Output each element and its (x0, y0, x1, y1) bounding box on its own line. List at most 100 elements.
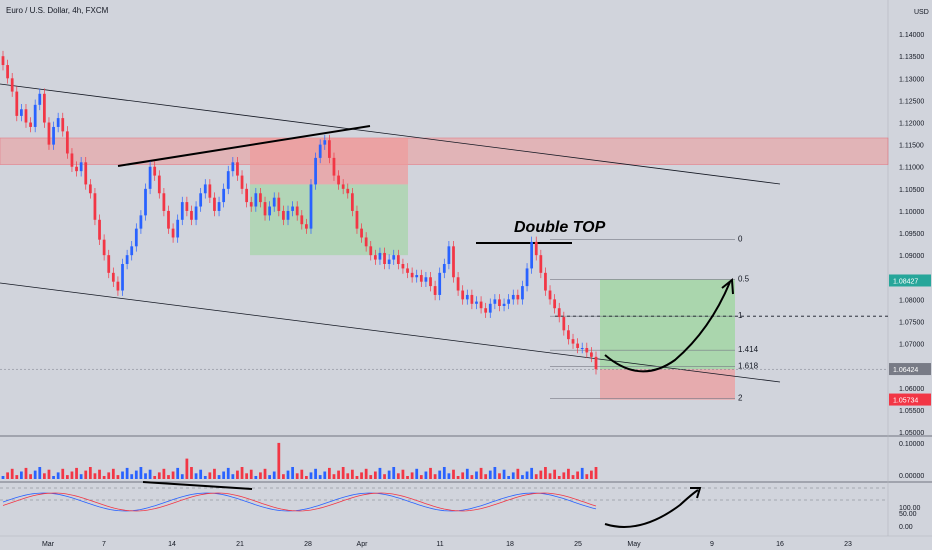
volume-bar (144, 473, 147, 479)
candle (465, 294, 469, 300)
price-badge (889, 393, 931, 406)
volume-tick-label: 0.00000 (899, 473, 924, 480)
candle (263, 202, 267, 216)
candle (419, 275, 423, 282)
candle (498, 299, 501, 306)
volume-bar (176, 467, 180, 479)
volume-bar (148, 469, 152, 479)
candle (213, 197, 216, 211)
price-tick-label: 1.13500 (899, 54, 924, 61)
candle (203, 184, 207, 194)
candle (240, 175, 244, 189)
candle (452, 246, 455, 278)
price-badge (889, 363, 931, 376)
candle (305, 224, 308, 229)
candle (392, 255, 396, 260)
candle (502, 303, 506, 306)
candle (93, 193, 97, 220)
volume-bar (511, 472, 515, 479)
candle (475, 301, 478, 304)
candle (268, 206, 271, 216)
stoch-tick-label: 50.00 (899, 511, 917, 518)
candle (511, 294, 515, 300)
candle (75, 166, 78, 172)
time-tick-label: Apr (357, 541, 369, 548)
candle (65, 131, 69, 154)
candle (323, 140, 327, 145)
volume-bar (447, 473, 451, 479)
volume-bar (571, 475, 575, 479)
candle (291, 206, 294, 211)
candle (130, 246, 134, 256)
price-tick-label: 1.06000 (899, 386, 924, 393)
time-tick-label: 7 (102, 541, 106, 548)
candle (516, 294, 520, 300)
volume-bar (438, 470, 442, 479)
candle (548, 290, 552, 300)
volume-bar (369, 475, 373, 479)
candle (125, 255, 129, 264)
volume-bar (419, 475, 423, 479)
price-tick-label: 1.11500 (899, 143, 924, 150)
volume-bar (38, 467, 42, 479)
fib-label: 2 (738, 393, 743, 402)
candle (484, 308, 488, 313)
candle (52, 126, 55, 145)
candle (438, 272, 442, 295)
position-target-zone (250, 184, 408, 256)
candle (337, 175, 340, 185)
fib-label: 1 (738, 311, 743, 320)
volume-bar (61, 468, 65, 479)
volume-bar (539, 470, 543, 479)
candle (373, 255, 377, 260)
volume-bar (194, 473, 198, 479)
volume-bar (576, 471, 579, 479)
volume-bar (240, 467, 244, 479)
volume-bar (415, 468, 419, 479)
stoch-arrow-head (690, 487, 702, 499)
candle (153, 166, 157, 176)
time-tick-label: 21 (236, 541, 244, 548)
volume-bar (364, 468, 368, 479)
volume-bar (33, 470, 37, 479)
candle (364, 237, 368, 247)
candle (277, 197, 281, 211)
candle (534, 241, 538, 256)
volume-bar (277, 442, 281, 479)
volume-bar (125, 467, 129, 479)
candle (272, 197, 276, 207)
volume-bar (562, 472, 566, 479)
time-tick-label: 14 (168, 541, 176, 548)
volume-bar (328, 467, 331, 479)
channel-upper-line (0, 83, 781, 185)
volume-bar (107, 472, 111, 479)
volume-bar (521, 475, 524, 479)
volume-bar (1, 476, 5, 479)
volume-bar (130, 474, 134, 479)
volume-bar (29, 474, 32, 479)
candle (226, 171, 230, 189)
price-tick-label: 1.12500 (899, 98, 924, 105)
volume-bar (231, 474, 235, 479)
volume-bar (502, 469, 506, 479)
volume-bar (167, 475, 170, 479)
candle (539, 255, 543, 273)
volume-bar (346, 473, 350, 479)
volume-bar (245, 473, 249, 479)
candle (387, 259, 391, 264)
candle (410, 272, 414, 278)
candles-group (1, 50, 598, 375)
volume-bar (190, 467, 193, 479)
volume-bar (594, 467, 598, 479)
candle (259, 193, 262, 203)
price-tick-label: 1.11000 (899, 165, 924, 172)
volume-bar (84, 470, 88, 479)
candle (10, 78, 14, 92)
candle (208, 184, 212, 198)
long-stop-zone (600, 369, 735, 400)
volume-bar (93, 473, 97, 479)
volume-bar (111, 468, 115, 479)
candle (461, 290, 465, 300)
candle (479, 301, 483, 309)
